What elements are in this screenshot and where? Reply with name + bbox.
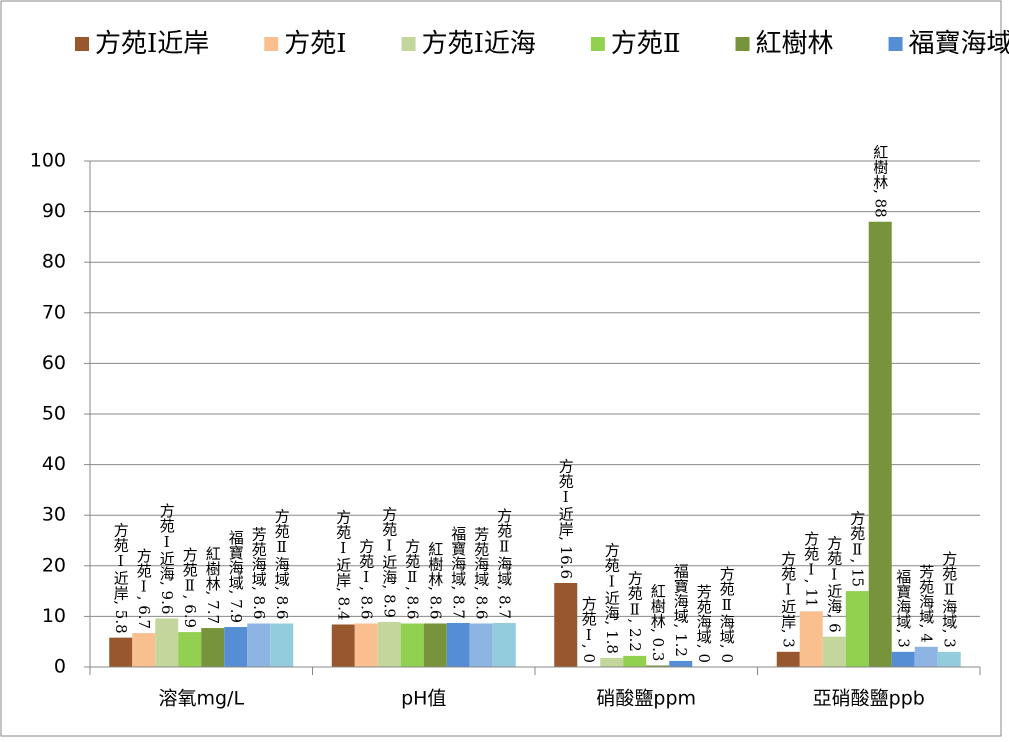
bar (554, 583, 578, 667)
legend-label: 方苑Ⅰ (284, 29, 346, 59)
data-label: 方苑Ⅰ近海, 1.8 (603, 542, 621, 653)
data-label: 方苑Ⅰ, 8.6 (357, 538, 375, 619)
y-tick-label: 70 (42, 301, 66, 323)
data-label: 方苑Ⅱ海域, 0 (718, 566, 736, 663)
data-label: 福寶海域, 8.7 (449, 526, 467, 619)
y-tick-label: 0 (54, 656, 66, 678)
data-label: 方苑Ⅰ近海, 9.6 (158, 503, 176, 614)
bar (822, 636, 846, 667)
data-label: 福寶海域, 1.2 (672, 564, 690, 657)
data-label: 福寶海域, 3 (894, 569, 912, 648)
y-tick-label: 10 (42, 605, 66, 627)
data-label: 紅樹林, 7.7 (204, 546, 222, 624)
data-label: 方苑Ⅰ, 0 (580, 596, 598, 663)
y-tick-label: 20 (42, 554, 66, 576)
data-label: 方苑Ⅱ海域, 8.7 (495, 508, 513, 619)
y-tick-label: 90 (42, 200, 66, 222)
bar (799, 611, 823, 667)
bar (492, 622, 516, 667)
bar (354, 623, 378, 667)
legend-swatch (590, 37, 605, 51)
data-label: 芳苑海域, 8.6 (472, 526, 490, 619)
bar (891, 651, 915, 667)
legend-label: 福寶海域 (909, 29, 1009, 59)
bar (669, 660, 693, 667)
data-label: 方苑Ⅱ海域, 8.6 (273, 508, 291, 619)
bar (937, 651, 961, 667)
legend-label: 方苑Ⅰ近岸 (95, 29, 209, 59)
legend-swatch (401, 37, 416, 51)
legend-swatch (264, 37, 279, 51)
y-tick-label: 30 (42, 504, 66, 526)
data-label: 方苑Ⅰ近海, 8.9 (380, 507, 398, 618)
data-label: 芳苑海域, 0 (695, 584, 713, 663)
legend-swatch (735, 37, 750, 51)
bar (646, 665, 670, 667)
data-label: 紅樹林, 0.3 (649, 583, 667, 661)
data-label: 福寶海域, 7.9 (227, 530, 245, 623)
data-label: 方苑Ⅱ, 2.2 (626, 570, 644, 651)
x-tick-label: 硝酸鹽ppm (596, 688, 696, 710)
bar (155, 618, 179, 667)
x-tick-label: 溶氧mg/L (158, 688, 244, 710)
legend-label: 方苑Ⅰ近海 (422, 29, 536, 59)
bar (446, 622, 470, 667)
data-label: 方苑Ⅱ, 6.9 (181, 547, 199, 628)
bar (845, 591, 869, 667)
bar (109, 637, 133, 667)
y-tick-label: 100 (30, 150, 66, 172)
bar (270, 623, 294, 667)
bar (377, 621, 401, 667)
bar (224, 627, 248, 667)
bar (132, 633, 156, 667)
bar (400, 623, 424, 667)
x-tick-label: pH值 (401, 688, 446, 710)
data-label: 芳苑海域, 4 (917, 564, 935, 643)
y-tick-label: 80 (42, 251, 66, 273)
data-label: 方苑Ⅰ近海, 6 (825, 536, 843, 633)
y-tick-label: 50 (42, 403, 66, 425)
data-label: 芳苑海域, 8.6 (250, 526, 268, 619)
bar (469, 623, 493, 667)
bar (914, 646, 938, 667)
legend-swatch (75, 37, 89, 51)
bar (776, 651, 800, 667)
legend-label: 方苑Ⅱ (611, 29, 681, 59)
legend-swatch (888, 37, 903, 51)
data-label: 方苑Ⅰ, 11 (802, 531, 820, 608)
x-tick-label: 亞硝酸鹽ppb (813, 688, 925, 710)
bar (623, 655, 647, 667)
y-tick-label: 60 (42, 352, 66, 374)
bar (868, 221, 892, 667)
data-label: 方苑Ⅱ, 15 (848, 510, 866, 587)
data-label: 方苑Ⅱ海域, 3 (940, 551, 958, 648)
data-label: 方苑Ⅱ, 8.6 (403, 538, 421, 619)
bar (600, 657, 624, 667)
data-label: 方苑Ⅰ近岸, 3 (779, 551, 797, 648)
bar (178, 632, 202, 667)
data-label: 方苑Ⅰ, 6.7 (135, 548, 153, 629)
data-label: 方苑Ⅰ近岸, 5.8 (112, 522, 130, 633)
data-label: 紅樹林, 8.6 (426, 541, 444, 619)
data-label: 紅樹林, 88 (871, 144, 889, 218)
bar (201, 628, 225, 667)
bar (247, 623, 271, 667)
bar (331, 624, 355, 667)
data-label: 方苑Ⅰ近岸, 8.4 (334, 509, 352, 620)
data-label: 方苑Ⅰ近岸, 16.6 (557, 458, 575, 579)
y-tick-label: 40 (42, 453, 66, 475)
bar (423, 623, 447, 667)
legend-label: 紅樹林 (756, 29, 834, 59)
